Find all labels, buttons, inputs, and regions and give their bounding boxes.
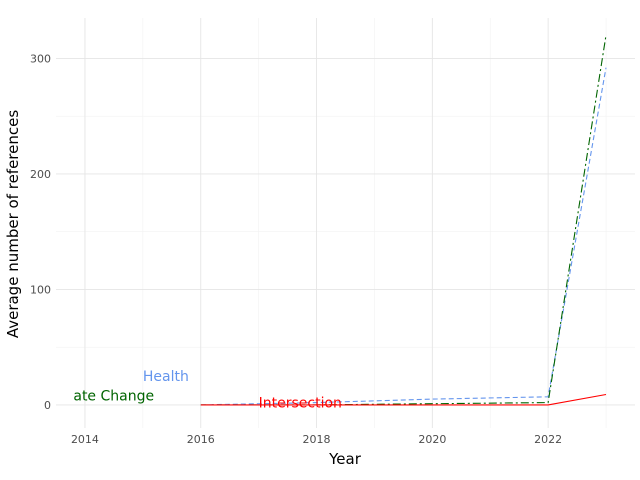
series-lines: [200, 35, 607, 406]
x-tick-label: 2022: [534, 433, 562, 446]
y-axis-title: Average number of references: [4, 110, 22, 339]
x-axis-ticks: 2014 2016 2018 2020 2022: [71, 433, 562, 446]
grid-minor: [56, 18, 635, 428]
x-tick-label: 2014: [71, 433, 99, 446]
series-labels: Health ate Change Intersection: [73, 369, 342, 412]
series-label-intersection: Intersection: [259, 396, 342, 412]
y-axis-ticks: 0 100 200 300: [30, 52, 51, 411]
series-line-health: [200, 67, 607, 406]
y-tick-label: 100: [30, 283, 51, 296]
y-tick-label: 200: [30, 168, 51, 181]
x-tick-label: 2016: [187, 433, 215, 446]
x-axis-title: Year: [328, 450, 362, 468]
series-label-ate-change: ate Change: [73, 389, 154, 405]
x-tick-label: 2020: [418, 433, 446, 446]
y-tick-label: 0: [44, 399, 51, 412]
y-tick-label: 300: [30, 52, 51, 65]
x-tick-label: 2018: [303, 433, 331, 446]
series-label-health: Health: [143, 369, 189, 385]
series-line-intersection: [200, 393, 607, 406]
series-line-ate-change: [200, 35, 607, 406]
